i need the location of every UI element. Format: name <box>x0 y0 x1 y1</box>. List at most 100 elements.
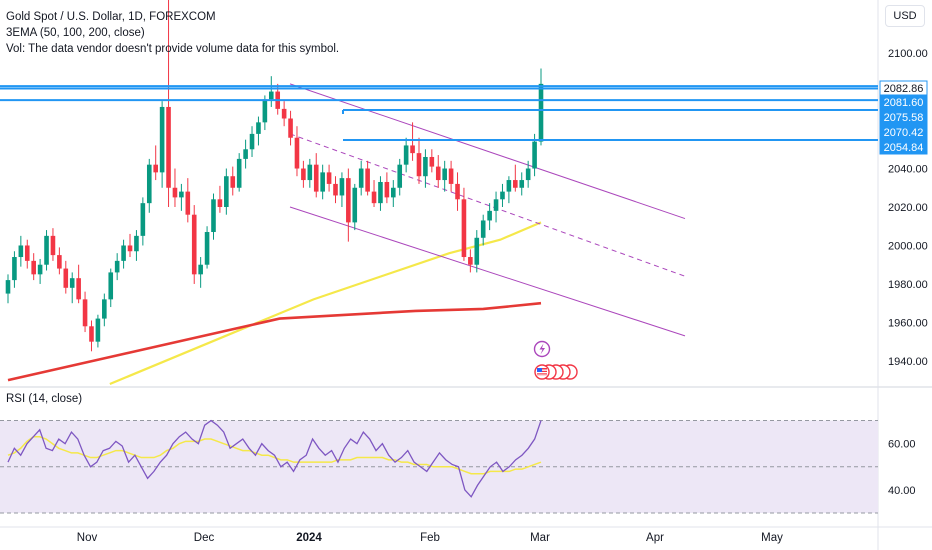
candle <box>249 126 255 157</box>
candle <box>57 247 62 275</box>
candle-body <box>281 108 287 119</box>
candle-body <box>378 181 383 204</box>
candle-body <box>69 278 75 288</box>
candle <box>474 230 480 273</box>
candle <box>12 251 17 288</box>
price-tag-text: 2070.42 <box>884 127 924 139</box>
price-axis[interactable]: 2100.00 2040.00 2020.00 2000.00 1980.00 1960.… <box>888 48 928 368</box>
candle-body <box>127 245 133 252</box>
candle-body <box>50 235 56 256</box>
price-tag-text: 2054.84 <box>884 142 924 154</box>
candle-body <box>249 133 255 150</box>
candle-body <box>384 181 390 198</box>
candle-body <box>153 164 158 173</box>
candle <box>435 155 441 188</box>
candle-body <box>140 203 146 236</box>
candle <box>538 68 544 146</box>
rsi-axis-tick: 60.00 <box>888 439 916 451</box>
candle-body <box>268 91 274 100</box>
candle-body <box>500 191 505 200</box>
symbol-title[interactable]: Gold Spot / U.S. Dollar, 1D, FOREXCOM <box>6 11 216 23</box>
chart-legend: Gold Spot / U.S. Dollar, 1D, FOREXCOM 3E… <box>6 9 339 57</box>
volume-legend[interactable]: Vol: The data vendor doesn't provide vol… <box>6 43 340 55</box>
candle-body <box>339 178 345 196</box>
candle <box>76 264 81 304</box>
candle-body <box>403 145 409 165</box>
candle <box>230 166 236 196</box>
candle-body <box>37 264 43 275</box>
candle-body <box>513 180 518 188</box>
candle <box>378 176 383 211</box>
candle <box>397 158 403 196</box>
rsi-legend[interactable]: RSI (14, close) <box>6 393 83 405</box>
candle <box>95 314 101 348</box>
price-axis-tick: 2020.00 <box>888 202 928 214</box>
candle-body <box>211 199 216 233</box>
candle-body <box>44 235 49 265</box>
us-flag-event-icon[interactable] <box>534 364 578 380</box>
ema-100-line <box>109 221 542 386</box>
candle-body <box>108 272 114 300</box>
candle-body <box>532 141 537 169</box>
candle <box>185 178 191 223</box>
candle-body <box>435 166 441 181</box>
candle-body <box>243 149 248 159</box>
candle <box>102 293 107 327</box>
candle-body <box>204 232 210 265</box>
candle-body <box>63 268 69 288</box>
currency-button[interactable]: USD <box>885 5 925 27</box>
candle <box>172 168 178 207</box>
candle <box>410 122 415 161</box>
candle-body <box>326 172 332 184</box>
price-axis-tick: 2040.00 <box>888 164 928 176</box>
candle <box>63 260 69 294</box>
candle-body <box>288 118 293 138</box>
candle <box>262 95 268 131</box>
candle-body <box>166 106 171 188</box>
candle-body <box>307 164 313 181</box>
candle <box>313 153 319 198</box>
candle <box>140 197 146 246</box>
channel-lower <box>289 206 686 337</box>
candle-body <box>474 237 480 265</box>
time-axis-tick: Nov <box>77 532 98 544</box>
candle <box>37 258 43 284</box>
price-tag: 2075.58 <box>879 109 928 125</box>
event-icons[interactable] <box>533 340 578 380</box>
candle-body <box>397 164 403 188</box>
price-tag-text: 2075.58 <box>884 112 924 124</box>
candle <box>179 183 184 211</box>
ema-legend[interactable]: 3EMA (50, 100, 200, close) <box>6 27 145 39</box>
candle <box>326 164 332 192</box>
candle <box>480 214 486 246</box>
candle-body <box>313 164 319 192</box>
candle <box>448 160 454 192</box>
candlestick-series <box>5 0 544 352</box>
candle <box>429 149 435 173</box>
ema-200-line <box>7 301 542 382</box>
candle <box>307 158 313 188</box>
candle-body <box>179 191 184 198</box>
candle <box>134 230 139 261</box>
price-axis-tick: 1940.00 <box>888 356 928 368</box>
candle <box>384 172 390 204</box>
lightning-event-icon[interactable] <box>533 340 551 358</box>
candle-body <box>468 257 473 265</box>
candle <box>243 139 248 169</box>
regression-channel <box>289 83 686 337</box>
candle-body <box>301 168 306 181</box>
price-axis-tick: 2100.00 <box>888 48 928 60</box>
candle <box>506 176 512 204</box>
candle-body <box>346 178 351 223</box>
time-axis[interactable]: Nov Dec 2024 Feb Mar Apr May <box>77 532 783 544</box>
candle-body <box>224 176 229 207</box>
candle <box>442 160 447 192</box>
candle-body <box>256 122 261 134</box>
candle <box>146 158 152 213</box>
candle-body <box>262 99 268 123</box>
price-axis-tick: 1960.00 <box>888 317 928 329</box>
horizontal-levels[interactable]: 2082.86 2081.60 2075.58 2070.42 2054.84 <box>0 80 928 155</box>
candle <box>365 160 370 196</box>
candle-body <box>352 187 358 223</box>
